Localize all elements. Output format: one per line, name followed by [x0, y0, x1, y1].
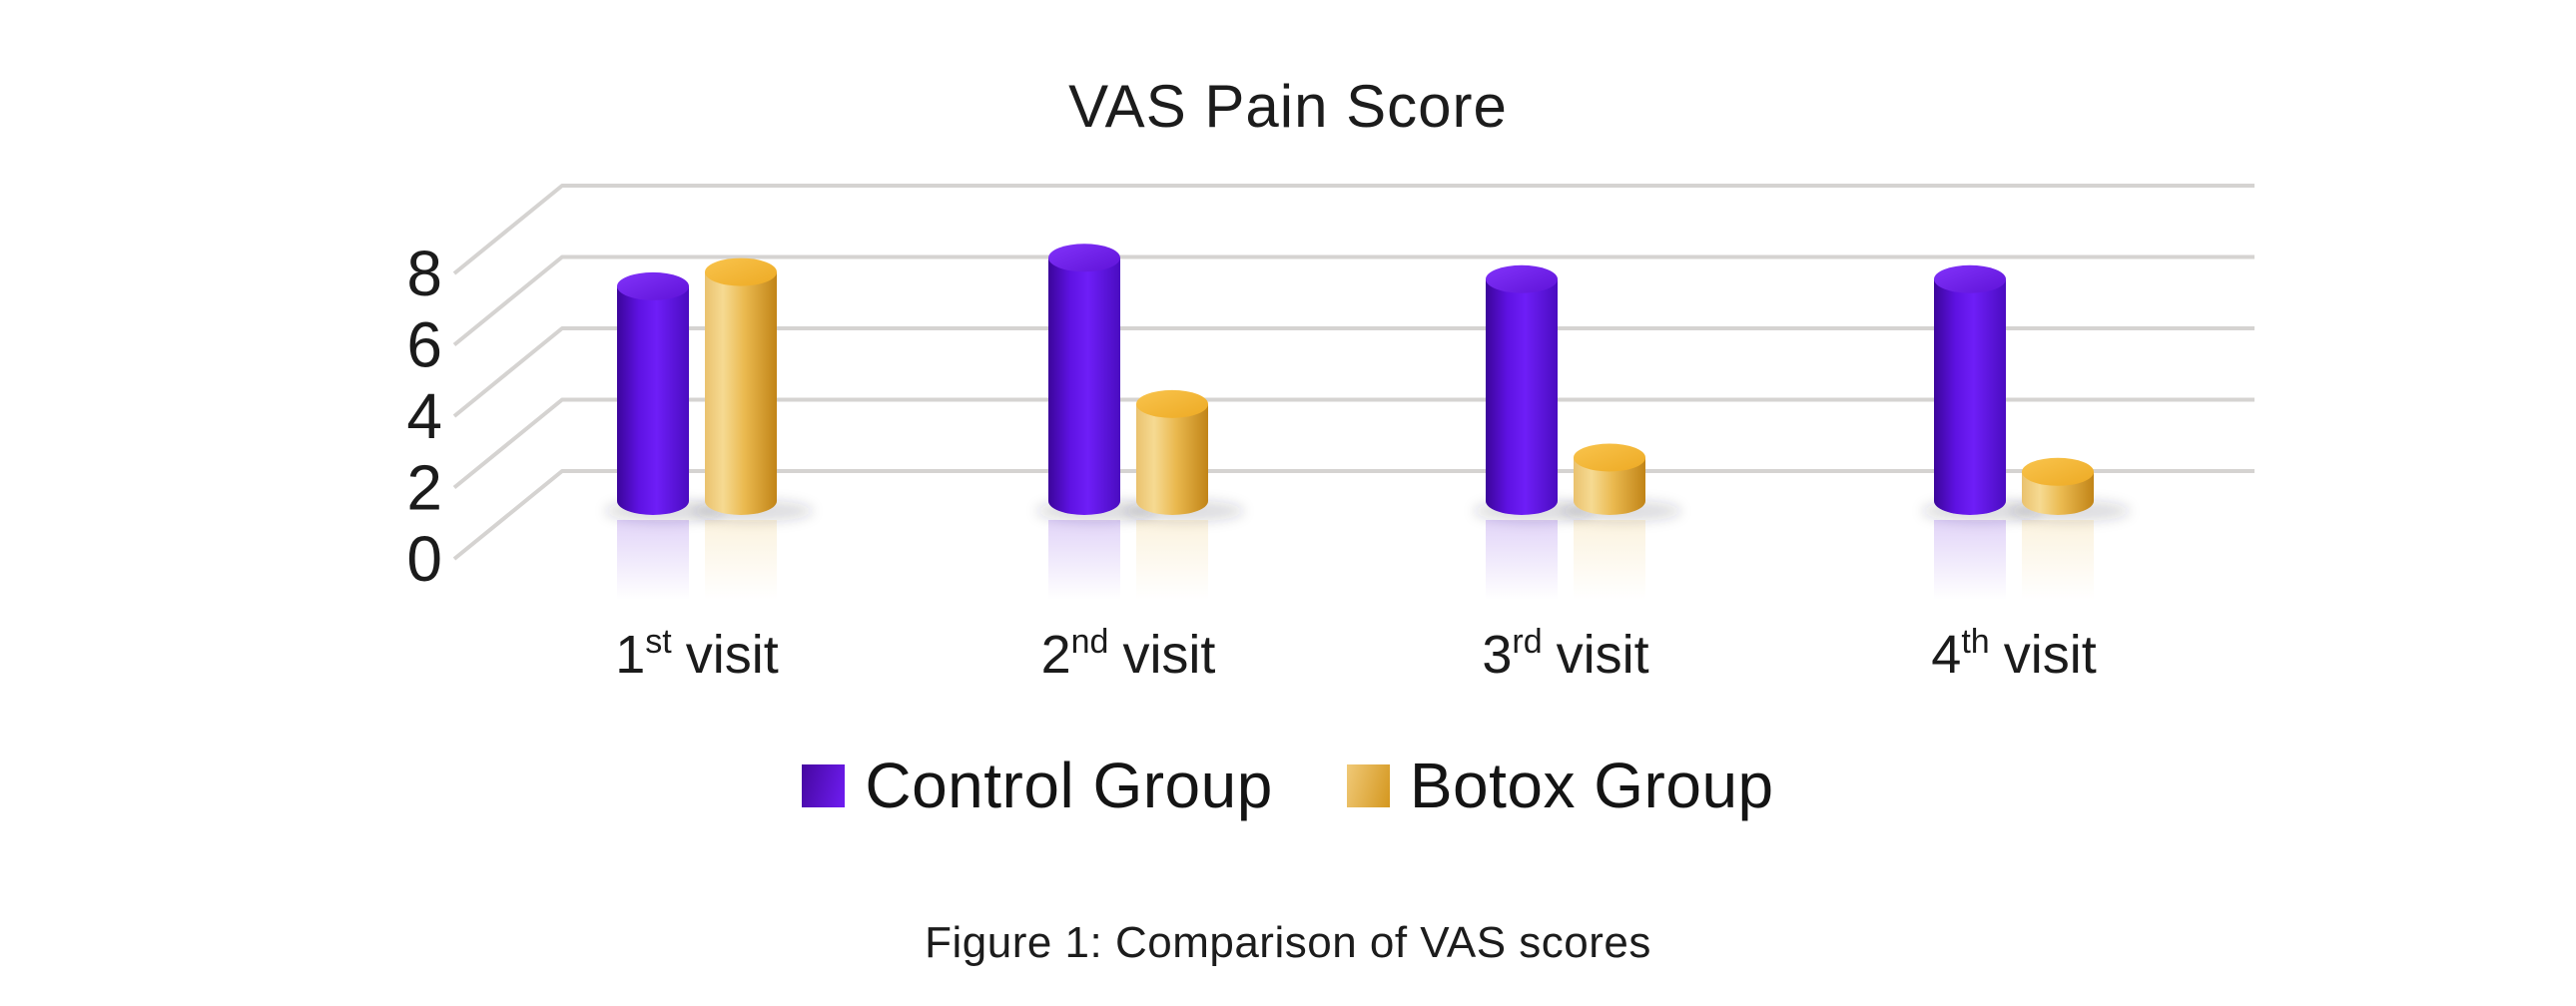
cylinder-top — [617, 271, 689, 300]
legend-label-control: Control Group — [865, 750, 1273, 821]
ordinal-word: visit — [2003, 625, 2097, 685]
cylinder-top — [1574, 443, 1645, 472]
bar-reflection — [1136, 520, 1208, 600]
gridline — [452, 184, 2254, 275]
bar-reflection — [1486, 520, 1558, 600]
bar-shadows — [605, 500, 2130, 600]
legend-item-control: Control Group — [802, 749, 1272, 822]
cylinder-body — [617, 285, 689, 501]
bar-reflection — [705, 520, 777, 600]
y-axis-tick-label: 6 — [406, 309, 442, 381]
cylinder-body — [1136, 403, 1208, 501]
y-axis-tick-label: 0 — [406, 523, 442, 595]
bar-reflection — [1934, 520, 2006, 600]
legend-label-botox: Botox Group — [1409, 750, 1774, 821]
chart-title: VAS Pain Score — [1068, 73, 1508, 140]
bar-botox-group-visit-3 — [1574, 443, 1645, 515]
bar-botox-group-visit-2 — [1136, 389, 1208, 515]
cylinder-top — [1048, 244, 1120, 272]
bar-control-group-visit-3 — [1486, 264, 1558, 515]
legend-item-botox: Botox Group — [1346, 749, 1774, 822]
gridline — [452, 469, 2254, 561]
ordinal-number: 3 — [1482, 625, 1513, 685]
bar-botox-group-visit-4 — [2022, 457, 2094, 515]
gridline — [452, 326, 2254, 418]
legend-swatch-control — [802, 763, 846, 807]
ordinal-number: 1 — [615, 625, 646, 685]
cylinder-top — [1934, 264, 2006, 293]
figure-caption: Figure 1: Comparison of VAS scores — [925, 918, 1651, 967]
y-axis-tick-label: 4 — [406, 380, 442, 452]
ordinal-word: visit — [685, 625, 779, 685]
ordinal-suffix: nd — [1070, 623, 1109, 661]
gridline — [452, 397, 2254, 490]
legend-swatch-botox — [1346, 763, 1390, 807]
bar-reflection — [1048, 520, 1120, 600]
cylinder-top — [1486, 264, 1558, 293]
ordinal-suffix: th — [1961, 623, 1990, 661]
ordinal-number: 2 — [1040, 625, 1071, 685]
cylinder-top — [2022, 457, 2094, 486]
chart-legend: Control Group Botox Group — [0, 749, 2576, 822]
cylinder-body — [1934, 278, 2006, 501]
y-axis-tick-label: 8 — [406, 238, 442, 309]
x-axis-label-visit-4: 4th visit — [1854, 623, 2174, 686]
gridline — [452, 254, 2254, 347]
bars — [617, 244, 2094, 515]
bar-reflection — [617, 520, 689, 600]
cylinder-body — [1486, 278, 1558, 501]
x-axis-label-visit-2: 2nd visit — [968, 623, 1288, 686]
bar-reflection — [1574, 520, 1645, 600]
y-axis-tick-label: 2 — [406, 452, 442, 524]
cylinder-body — [705, 271, 777, 501]
bar-control-group-visit-4 — [1934, 264, 2006, 515]
cylinder-body — [1048, 257, 1120, 501]
bar-control-group-visit-1 — [617, 271, 689, 515]
ordinal-word: visit — [1122, 625, 1216, 685]
cylinder-top — [1136, 389, 1208, 418]
bar-botox-group-visit-1 — [705, 257, 777, 515]
bar-control-group-visit-2 — [1048, 244, 1120, 515]
cylinder-top — [705, 257, 777, 286]
ordinal-number: 4 — [1931, 625, 1962, 685]
ordinal-word: visit — [1556, 625, 1649, 685]
ordinal-suffix: rd — [1512, 623, 1543, 661]
x-axis-label-visit-3: 3rd visit — [1406, 623, 1725, 686]
ordinal-suffix: st — [645, 623, 672, 661]
x-axis-label-visit-1: 1st visit — [537, 623, 857, 686]
bar-reflection — [2022, 520, 2094, 600]
